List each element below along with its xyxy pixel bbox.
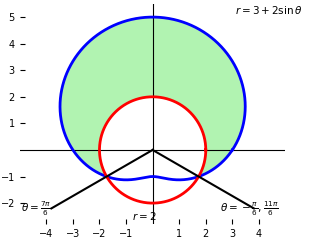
Text: $\theta = -\frac{\pi}{6}, \frac{11\pi}{6}$: $\theta = -\frac{\pi}{6}, \frac{11\pi}{6…: [220, 200, 279, 219]
Text: $\theta = \frac{7\pi}{6}$: $\theta = \frac{7\pi}{6}$: [21, 200, 51, 219]
Polygon shape: [60, 17, 245, 176]
Text: $r = 2$: $r = 2$: [132, 210, 157, 222]
Text: $r = 3 + 2\sin\theta$: $r = 3 + 2\sin\theta$: [235, 4, 303, 16]
